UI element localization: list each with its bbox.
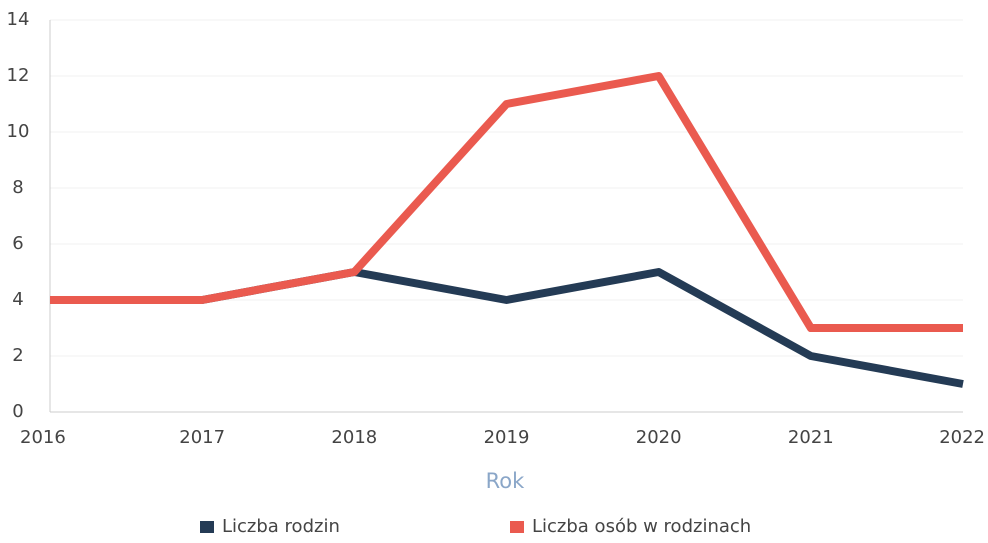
y-tick-label: 8 xyxy=(12,177,23,198)
y-tick-label: 4 xyxy=(12,289,23,310)
x-tick-label: 2017 xyxy=(179,427,225,448)
x-tick-label: 2016 xyxy=(20,427,66,448)
legend-label: Liczba osób w rodzinach xyxy=(532,516,751,537)
x-tick-label: 2021 xyxy=(788,427,834,448)
y-tick-label: 2 xyxy=(12,345,23,366)
legend-swatch xyxy=(200,521,214,533)
x-tick-label: 2018 xyxy=(331,427,377,448)
y-tick-label: 10 xyxy=(7,121,30,142)
legend-swatch xyxy=(510,521,524,533)
y-tick-label: 14 xyxy=(7,9,30,30)
x-axis-label: Rok xyxy=(486,469,525,493)
y-tick-label: 6 xyxy=(12,233,23,254)
line xyxy=(50,72,963,332)
x-tick-label: 2020 xyxy=(636,427,682,448)
legend-label: Liczba rodzin xyxy=(222,516,340,537)
y-tick-label: 0 xyxy=(12,401,23,422)
x-tick-label: 2022 xyxy=(939,427,985,448)
x-tick-label: 2019 xyxy=(484,427,530,448)
y-tick-label: 12 xyxy=(7,65,30,86)
